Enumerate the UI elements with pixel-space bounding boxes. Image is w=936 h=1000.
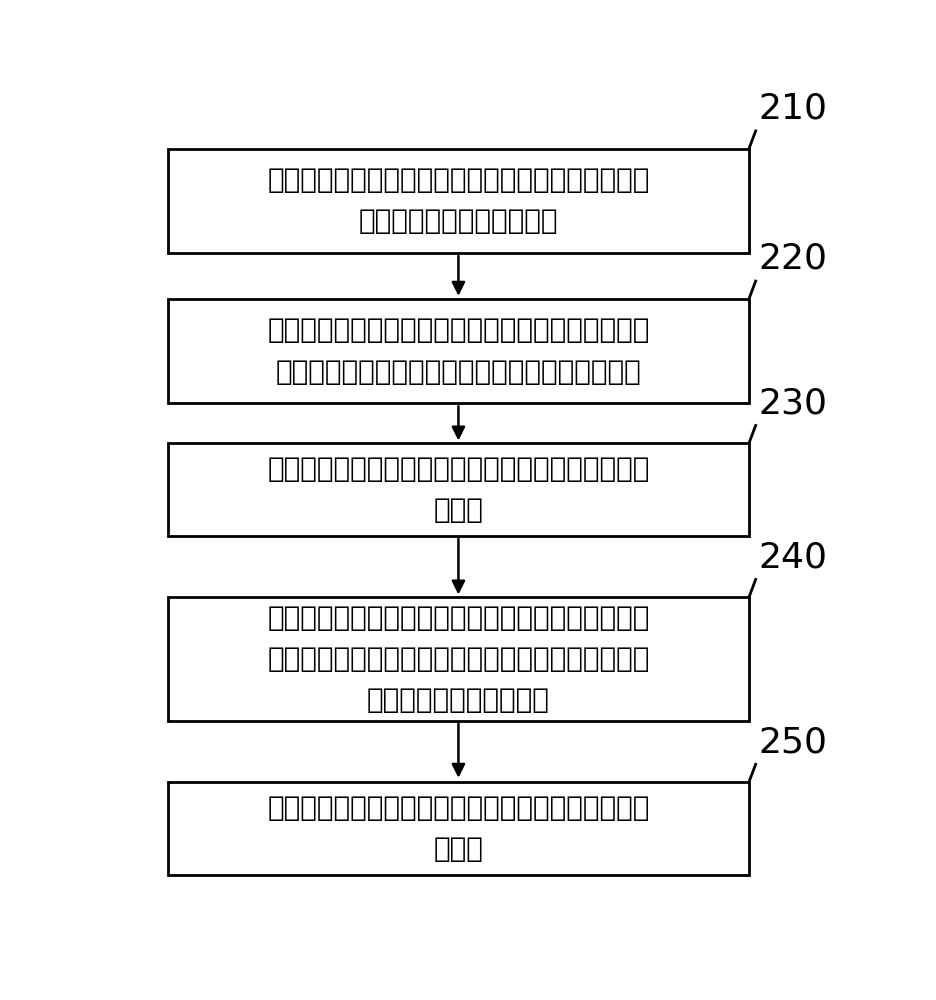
Text: 判断天平读数的次数是否大于所述检验组数，若是，
关闭所述第一管路的第一出口，开启所述第一管路的
第二出口，开始内部循环: 判断天平读数的次数是否大于所述检验组数，若是， 关闭所述第一管路的第一出口，开启…	[267, 604, 649, 714]
FancyBboxPatch shape	[168, 782, 748, 875]
Text: 每次液体传输过程结束且待天平读数稳定后，保存天
平读数: 每次液体传输过程结束且待天平读数稳定后，保存天 平读数	[267, 455, 649, 524]
Text: 250: 250	[757, 725, 826, 759]
Text: 根据检测要求设置自动检测的检验参数，启动自动检
测程序；所述检验参数包括：检验组数和组间延时: 根据检测要求设置自动检测的检验参数，启动自动检 测程序；所述检验参数包括：检验组…	[267, 316, 649, 386]
Text: 230: 230	[757, 386, 826, 420]
Text: 当内部循环结束后，关闭所述第二出口，开启所述第
一出口: 当内部循环结束后，关闭所述第二出口，开启所述第 一出口	[267, 794, 649, 863]
FancyBboxPatch shape	[168, 597, 748, 721]
Text: 240: 240	[757, 540, 826, 574]
FancyBboxPatch shape	[168, 443, 748, 536]
Text: 210: 210	[757, 92, 826, 126]
Text: 220: 220	[757, 242, 826, 276]
FancyBboxPatch shape	[168, 149, 748, 253]
Text: 对第一传输泵进行运行参数设置，所述运行参数包括
分配模式、转速、定时时长: 对第一传输泵进行运行参数设置，所述运行参数包括 分配模式、转速、定时时长	[267, 166, 649, 235]
FancyBboxPatch shape	[168, 299, 748, 403]
